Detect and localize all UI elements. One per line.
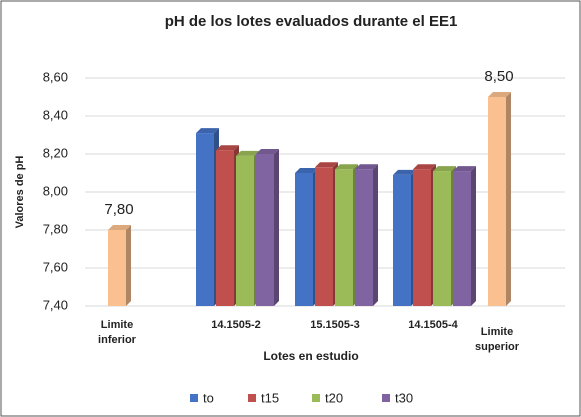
x-tick-label-line: Limite: [101, 319, 133, 331]
y-tick-label: 8,20: [43, 145, 68, 160]
bar-top: [393, 169, 416, 175]
bar: [413, 169, 431, 306]
bar-top: [256, 149, 279, 154]
bar-top: [335, 164, 358, 170]
legend-swatch: [382, 394, 390, 402]
bar-top: [355, 164, 378, 170]
x-tick-label-line: superior: [475, 341, 520, 353]
bar-top: [236, 150, 259, 156]
bar: [355, 169, 373, 306]
bar: [216, 150, 234, 306]
chart-title: pH de los lotes evaluados durante el EE1: [165, 13, 458, 30]
x-tick-label-line: Limite: [481, 326, 513, 338]
bar: [236, 155, 254, 306]
y-tick-label: 7,80: [43, 221, 68, 236]
x-tick-label: 15.1505-3: [310, 319, 360, 331]
bar-side: [274, 149, 279, 306]
legend-label: t20: [325, 390, 343, 405]
x-tick-label: 14.1505-2: [211, 319, 261, 331]
bar-top: [433, 166, 456, 172]
bar: [433, 171, 451, 306]
legend-label: t15: [261, 390, 279, 405]
bar-top: [295, 168, 318, 173]
bar: [488, 97, 506, 306]
bar: [453, 171, 471, 306]
bar-side: [506, 92, 511, 306]
x-axis-label: Lotes en estudio: [263, 349, 358, 363]
x-tick-label: Limite inferior: [98, 319, 137, 346]
bar: [335, 169, 353, 306]
bar-top: [196, 128, 219, 134]
legend-label: to: [203, 390, 214, 405]
bar: [295, 173, 313, 306]
y-tick-label: 8,60: [43, 69, 68, 84]
bar-top: [453, 166, 476, 172]
y-tick-label: 7,40: [43, 297, 68, 312]
bar-top: [488, 92, 511, 97]
y-tick-label: 8,40: [43, 107, 68, 122]
bar: [108, 230, 126, 306]
y-tick-label: 8,00: [43, 183, 68, 198]
y-tick-label: 7,60: [43, 259, 68, 274]
x-tick-label-line: inferior: [98, 334, 137, 346]
bar-side: [471, 166, 476, 306]
bar: [393, 174, 411, 306]
bar-side: [373, 164, 378, 306]
legend-label: t30: [395, 390, 413, 405]
legend-swatch: [248, 394, 256, 402]
legend-swatch: [312, 394, 320, 402]
bar-top: [315, 162, 338, 168]
bar-top: [216, 145, 239, 151]
bar: [256, 154, 274, 306]
x-tick-label: 14.1505-4: [408, 319, 458, 331]
bar-side: [126, 225, 131, 306]
bar-top: [413, 164, 436, 170]
legend-swatch: [190, 394, 198, 402]
bar-top: [108, 225, 131, 230]
value-label: 7,80: [104, 201, 133, 218]
bar: [196, 133, 214, 306]
x-tick-label: Limite superior: [475, 326, 520, 353]
bar: [315, 167, 333, 306]
y-axis-label: Valores de pH: [14, 156, 26, 229]
value-label: 8,50: [484, 68, 513, 85]
